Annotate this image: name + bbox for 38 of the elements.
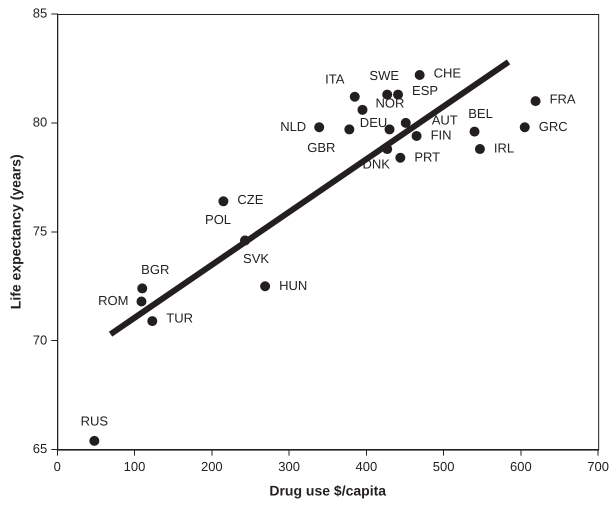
y-tick-label: 70 [32,332,48,348]
annotation: HUN [279,278,308,293]
x-axis-title: Drug use $/capita [269,482,386,498]
annotation: CHE [434,66,462,81]
annotation: CZE [237,192,264,207]
annotation: FRA [550,92,576,107]
x-tick-label: 400 [355,458,378,474]
annotation: BGR [141,262,170,278]
x-tick-label: 300 [278,458,300,474]
y-tick-label: 85 [32,6,48,21]
x-tick-label: 500 [432,458,454,474]
y-tick-label: 75 [32,223,48,238]
annotation: BEL [468,106,493,122]
y-tick-label: 65 [32,441,48,456]
annotation: ESP [412,83,438,98]
x-tick-label: 700 [587,458,610,474]
annotation: RUS [80,413,108,428]
annotation: DEU [360,115,388,130]
annotation: SWE [369,68,400,84]
x-tick-label: 0 [54,458,61,474]
x-tick-label: 200 [200,458,223,474]
x-tick-label: 100 [124,458,146,474]
annotation: ITA [325,71,345,86]
y-tick-label: 80 [32,114,48,130]
annotation: AUT [432,112,458,128]
annotation: IRL [494,140,514,156]
annotation: TUR [166,310,194,326]
annotation: PRT [414,149,440,164]
annotation: NLD [280,118,306,134]
annotation: SVK [243,251,270,266]
x-tick-label: 600 [510,458,532,474]
annotation: GRC [538,118,568,134]
annotation: FIN [430,128,452,143]
annotation: NOR [375,95,404,110]
y-axis-title: Life expectancy (years) [7,154,24,310]
annotation: ROM [98,293,128,308]
annotation: POL [205,212,232,228]
annotation: GBR [307,140,336,156]
